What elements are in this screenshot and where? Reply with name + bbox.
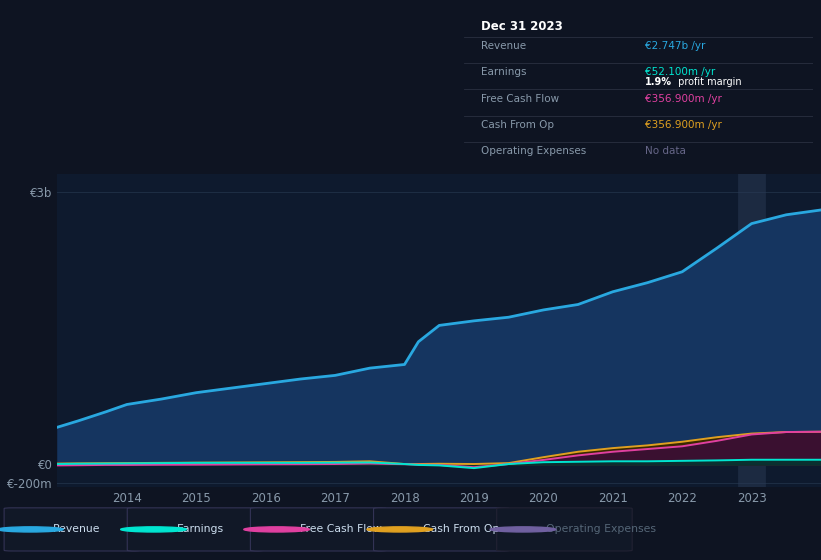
FancyBboxPatch shape — [374, 508, 509, 551]
Text: Revenue: Revenue — [53, 524, 101, 534]
FancyBboxPatch shape — [4, 508, 140, 551]
Text: €356.900m /yr: €356.900m /yr — [645, 120, 722, 130]
Text: Free Cash Flow: Free Cash Flow — [481, 94, 559, 104]
Text: Cash From Op: Cash From Op — [423, 524, 499, 534]
Text: 1.9%: 1.9% — [645, 77, 672, 87]
Text: No data: No data — [645, 146, 686, 156]
Circle shape — [121, 527, 186, 532]
Text: Dec 31 2023: Dec 31 2023 — [481, 20, 563, 32]
Text: profit margin: profit margin — [675, 77, 741, 87]
Text: Operating Expenses: Operating Expenses — [481, 146, 586, 156]
Text: Operating Expenses: Operating Expenses — [546, 524, 656, 534]
FancyBboxPatch shape — [127, 508, 263, 551]
Circle shape — [367, 527, 433, 532]
Text: €2.747b /yr: €2.747b /yr — [645, 41, 706, 52]
FancyBboxPatch shape — [250, 508, 386, 551]
Circle shape — [0, 527, 63, 532]
Text: Revenue: Revenue — [481, 41, 526, 52]
FancyBboxPatch shape — [497, 508, 632, 551]
Text: €356.900m /yr: €356.900m /yr — [645, 94, 722, 104]
Text: Earnings: Earnings — [481, 67, 527, 77]
Circle shape — [490, 527, 556, 532]
Text: Cash From Op: Cash From Op — [481, 120, 554, 130]
Text: Free Cash Flow: Free Cash Flow — [300, 524, 382, 534]
Text: €52.100m /yr: €52.100m /yr — [645, 67, 716, 77]
Circle shape — [244, 527, 310, 532]
Text: Earnings: Earnings — [177, 524, 223, 534]
